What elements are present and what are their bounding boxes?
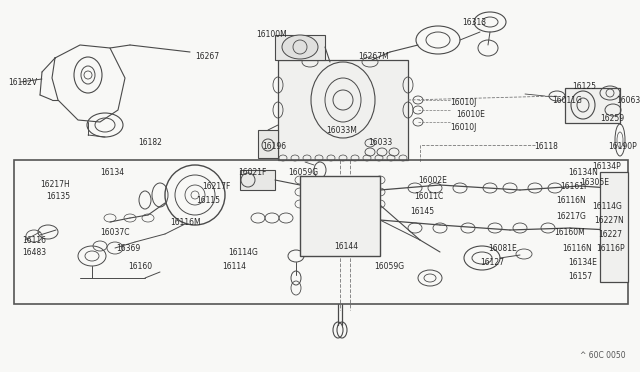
Text: 16116: 16116 xyxy=(22,236,46,245)
Text: 16196: 16196 xyxy=(262,142,286,151)
Text: 16010J: 16010J xyxy=(450,98,476,107)
Text: 16305E: 16305E xyxy=(580,178,609,187)
Text: 16059G: 16059G xyxy=(288,168,318,177)
Text: 16037C: 16037C xyxy=(100,228,129,237)
Text: 16100M: 16100M xyxy=(256,30,287,39)
Text: 16118: 16118 xyxy=(534,142,558,151)
Bar xyxy=(240,170,275,190)
Text: 16259: 16259 xyxy=(600,114,624,123)
Bar xyxy=(258,130,278,158)
Text: 16160: 16160 xyxy=(128,262,152,271)
Bar xyxy=(14,160,628,304)
Ellipse shape xyxy=(282,35,318,59)
Text: 16135: 16135 xyxy=(46,192,70,201)
Text: 16115: 16115 xyxy=(196,196,220,205)
Text: 16227: 16227 xyxy=(598,230,622,239)
Text: 16267: 16267 xyxy=(195,52,219,61)
Text: 16116N: 16116N xyxy=(556,196,586,205)
Text: 16190P: 16190P xyxy=(608,142,637,151)
Text: 16160M: 16160M xyxy=(554,228,585,237)
Text: 16134: 16134 xyxy=(100,168,124,177)
Text: 16369: 16369 xyxy=(116,244,140,253)
Bar xyxy=(600,172,628,282)
Text: 16127: 16127 xyxy=(480,258,504,267)
Text: 16081E: 16081E xyxy=(488,244,516,253)
Text: 16161I: 16161I xyxy=(560,182,586,191)
Text: 16182: 16182 xyxy=(138,138,162,147)
Text: ^ 60C 0050: ^ 60C 0050 xyxy=(580,351,626,360)
Text: 16114: 16114 xyxy=(222,262,246,271)
Text: 16227N: 16227N xyxy=(594,216,624,225)
Text: 16063: 16063 xyxy=(616,96,640,105)
Text: 16114G: 16114G xyxy=(228,248,258,257)
Text: 16134P: 16134P xyxy=(592,162,621,171)
Text: 16267M: 16267M xyxy=(358,52,388,61)
Text: 16021F: 16021F xyxy=(238,168,266,177)
Text: 16059G: 16059G xyxy=(374,262,404,271)
Text: 16010E: 16010E xyxy=(456,110,485,119)
Text: 16217F: 16217F xyxy=(202,182,230,191)
Text: 16182V: 16182V xyxy=(8,78,37,87)
Text: 16011C: 16011C xyxy=(414,192,444,201)
Text: 16116N: 16116N xyxy=(562,244,592,253)
Bar xyxy=(278,60,408,160)
Bar xyxy=(275,35,325,60)
Text: 16157: 16157 xyxy=(568,272,592,281)
Text: 16010J: 16010J xyxy=(450,123,476,132)
Text: 16116M: 16116M xyxy=(170,218,200,227)
Bar xyxy=(300,176,380,256)
Text: 16145: 16145 xyxy=(410,207,434,216)
Text: 16125: 16125 xyxy=(572,82,596,91)
Text: 16002E: 16002E xyxy=(418,176,447,185)
Bar xyxy=(565,88,620,123)
Text: 16033: 16033 xyxy=(368,138,392,147)
Text: 16483: 16483 xyxy=(22,248,46,257)
Text: 16217G: 16217G xyxy=(556,212,586,221)
Text: 16033M: 16033M xyxy=(326,126,357,135)
Text: 16134N: 16134N xyxy=(568,168,598,177)
Text: 16144: 16144 xyxy=(334,242,358,251)
Text: 16116P: 16116P xyxy=(596,244,625,253)
Text: 16114G: 16114G xyxy=(592,202,622,211)
Text: 16134E: 16134E xyxy=(568,258,597,267)
Text: 16217H: 16217H xyxy=(40,180,70,189)
Text: 16313: 16313 xyxy=(462,18,486,27)
Text: 16011G: 16011G xyxy=(552,96,582,105)
